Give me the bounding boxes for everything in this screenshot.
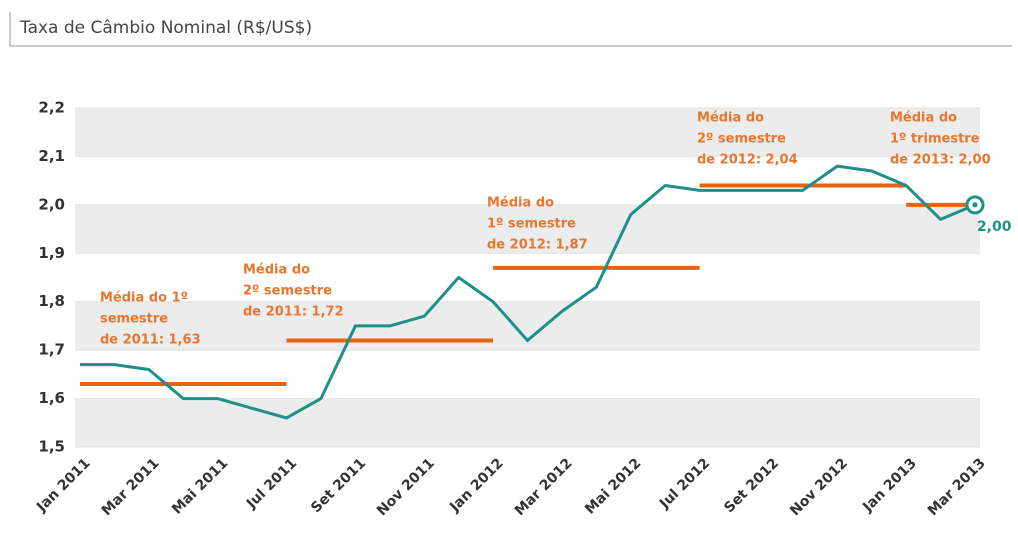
average-label: 2º semestre	[697, 132, 786, 147]
average-label: Média do	[890, 111, 957, 126]
y-tick-label: 1,9	[38, 244, 65, 262]
x-tick-label: Mai 2012	[582, 455, 644, 517]
x-tick-label: Nov 2011	[374, 455, 438, 519]
grid-band	[75, 108, 980, 157]
end-marker-dot	[972, 202, 978, 208]
y-tick-label: 1,6	[38, 389, 65, 407]
x-tick-label: Jan 2011	[33, 455, 93, 515]
y-tick-label: 2,1	[38, 147, 65, 165]
x-tick-label: Mar 2013	[925, 455, 989, 519]
x-tick-label: Mar 2011	[99, 455, 163, 519]
average-label: 2º semestre	[243, 284, 332, 299]
x-tick-label: Mar 2012	[512, 455, 576, 519]
average-label: Média do	[487, 196, 554, 211]
average-label: Média do	[243, 263, 310, 278]
y-tick-label: 2,0	[38, 195, 65, 213]
average-label: de 2012: 1,87	[487, 238, 588, 253]
grid-band	[75, 204, 980, 254]
average-label: semestre	[100, 312, 168, 327]
x-tick-label: Jan 2012	[446, 455, 506, 515]
average-label: Média do 1º	[100, 291, 188, 306]
x-tick-label: Set 2012	[721, 455, 782, 516]
average-label: de 2013: 2,00	[890, 153, 991, 168]
y-tick-label: 1,7	[38, 341, 65, 359]
y-tick-label: 1,5	[38, 438, 65, 456]
x-tick-label: Jan 2013	[859, 455, 919, 515]
average-label: 1º trimestre	[890, 132, 980, 147]
chart-title: Taxa de Câmbio Nominal (R$/US$)	[19, 18, 312, 38]
grid-band	[75, 301, 980, 351]
average-label: de 2012: 2,04	[697, 153, 798, 168]
grid-band	[75, 398, 980, 447]
average-label: 1º semestre	[487, 217, 576, 232]
average-label: de 2011: 1,72	[243, 305, 344, 320]
average-label: de 2011: 1,63	[100, 333, 201, 348]
x-tick-label: Jul 2012	[656, 455, 713, 512]
series-line	[80, 164, 976, 420]
x-tick-label: Mai 2011	[169, 455, 231, 517]
x-tick-label: Jul 2011	[243, 455, 300, 512]
x-tick-label: Nov 2012	[787, 455, 851, 519]
y-tick-label: 2,2	[38, 99, 65, 117]
y-tick-label: 1,8	[38, 292, 65, 310]
x-tick-label: Set 2011	[308, 455, 369, 516]
average-label: Média do	[697, 111, 764, 126]
title-frame	[9, 12, 1012, 47]
data-label: 2,00	[977, 219, 1012, 235]
